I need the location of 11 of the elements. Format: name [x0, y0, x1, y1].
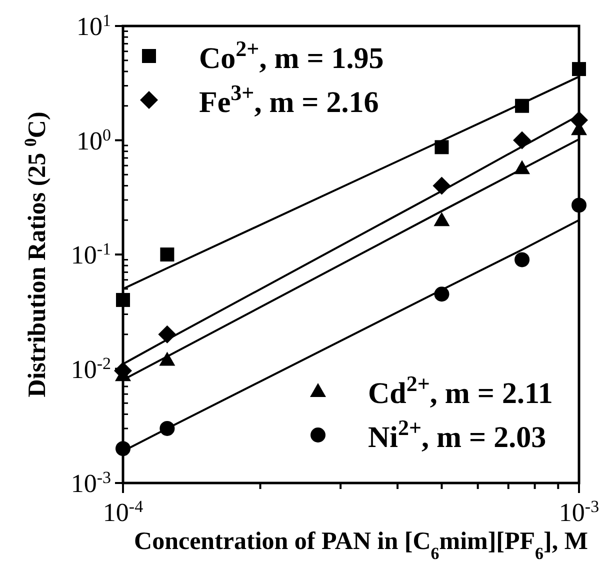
- y-tick-label: 10$^{0}$: [76, 124, 111, 156]
- legend-label: Ni$^{2+}$, m = 2.03: [368, 414, 546, 454]
- y-tick-label: 10$^{-1}$: [70, 239, 111, 270]
- x-tick-label: 10$^{-4}$: [102, 496, 144, 527]
- legend-label: Co$^{2+}$, m = 1.95: [199, 36, 384, 75]
- y-tick-label: 10$^{-3}$: [70, 468, 111, 498]
- legend-label: Fe$^{3+}$, m = 2.16: [199, 80, 379, 119]
- legend-label: Cd$^{2+}$, m = 2.11: [368, 370, 553, 410]
- x-axis-title: Concentration of PAN in [C$_{6}$mim][PF$_{6}$], M: [134, 528, 588, 562]
- y-tick-label: 10$^{-2}$: [70, 353, 111, 384]
- y-tick-label: 10$^{1}$: [76, 10, 111, 41]
